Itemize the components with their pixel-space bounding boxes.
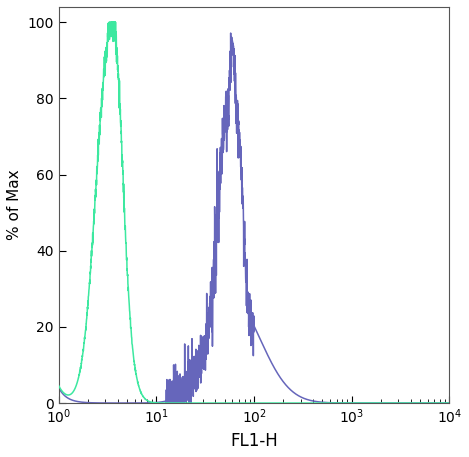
- X-axis label: FL1-H: FL1-H: [230, 432, 278, 450]
- Y-axis label: % of Max: % of Max: [7, 170, 22, 240]
